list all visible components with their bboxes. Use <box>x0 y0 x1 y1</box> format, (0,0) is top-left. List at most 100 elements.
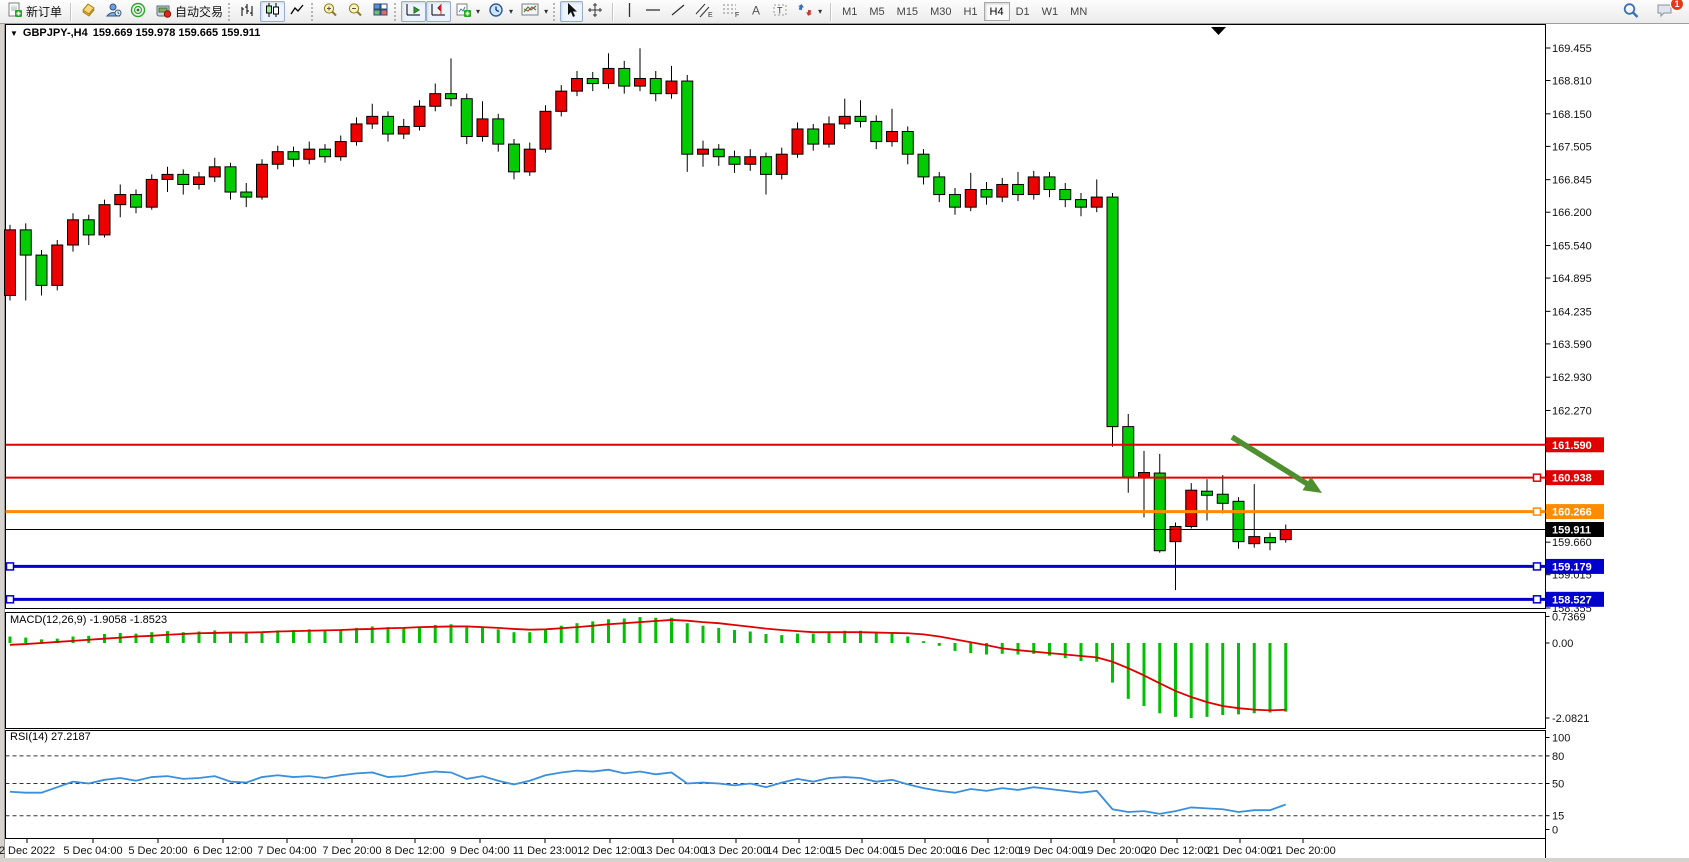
bar-chart-button[interactable] <box>235 1 260 22</box>
line-chart-button[interactable] <box>285 1 310 22</box>
timeframe-button-m30[interactable]: M30 <box>930 5 952 18</box>
new-order-label: 新订单 <box>26 5 63 19</box>
line-handle[interactable] <box>1532 562 1542 571</box>
timeframe-button-m15[interactable]: M15 <box>896 5 919 18</box>
time-tick-label[interactable]: 19 Dec 04:00 <box>1018 845 1083 857</box>
time-tick-label[interactable]: 11 Dec 23:00 <box>513 845 578 857</box>
text-tool-button[interactable]: A <box>745 1 768 22</box>
time-tick-label[interactable]: 15 Dec 04:00 <box>829 845 894 857</box>
autotrading-button[interactable]: 自动交易 <box>151 1 227 22</box>
price-tick-label: 168.150 <box>1552 109 1592 121</box>
fibonacci-tool-button[interactable]: F <box>718 1 745 22</box>
chart-top-marker-icon <box>1211 27 1226 35</box>
market-watch-button[interactable] <box>76 1 101 22</box>
price-line-label <box>1546 504 1604 520</box>
notifications-button[interactable]: 1 <box>1652 0 1684 22</box>
line-handle[interactable] <box>1532 507 1542 516</box>
candlestick-chart-button[interactable] <box>260 1 286 22</box>
line-handle[interactable] <box>1532 595 1542 604</box>
text-a-icon: A <box>749 2 764 21</box>
time-tick-label[interactable]: 5 Dec 20:00 <box>128 845 187 857</box>
zoom-in-button[interactable] <box>318 1 343 22</box>
time-tick-label[interactable]: 21 Dec 20:00 <box>1270 845 1335 857</box>
time-tick-label[interactable]: 16 Dec 12:00 <box>955 845 1020 857</box>
time-tick-label[interactable]: 13 Dec 04:00 <box>640 845 705 857</box>
timeframe-button-mn[interactable]: MN <box>1070 5 1088 18</box>
time-tick-label[interactable]: 5 Dec 04:00 <box>63 845 122 857</box>
price-line-label-text: 161.590 <box>1552 440 1592 452</box>
time-tick-label[interactable]: 6 Dec 12:00 <box>193 845 252 857</box>
tile-windows-button[interactable] <box>368 1 393 22</box>
periods-button[interactable]: ▾ <box>484 1 517 22</box>
arrows-shapes-icon <box>797 2 814 21</box>
time-tick-label[interactable]: 9 Dec 04:00 <box>450 845 509 857</box>
timeframe-button-w1[interactable]: W1 <box>1041 5 1059 18</box>
candle <box>1279 528 1292 541</box>
rsi-indicator-label: RSI(14) 27.2187 <box>10 731 91 743</box>
time-tick-label[interactable]: 7 Dec 20:00 <box>322 845 381 857</box>
candle <box>1122 426 1135 478</box>
notification-badge: 1 <box>1670 0 1684 11</box>
horizontal-line-tool-button[interactable] <box>641 1 666 22</box>
main-panel[interactable] <box>5 24 1546 609</box>
trendline-tool-button[interactable] <box>666 1 691 22</box>
time-tick-label[interactable]: 19 Dec 20:00 <box>1081 845 1146 857</box>
strategy-tester-button[interactable] <box>101 1 126 22</box>
timeframe-button-m1[interactable]: M1 <box>842 5 858 18</box>
time-tick-label[interactable]: 15 Dec 20:00 <box>892 845 957 857</box>
line-handle[interactable] <box>5 562 15 571</box>
signals-button[interactable] <box>126 1 151 22</box>
candle <box>886 130 898 143</box>
line-handle[interactable] <box>5 595 15 604</box>
crosshair-button[interactable] <box>583 1 608 22</box>
chart-canvas[interactable]: 169.455 168.810 168.150 167.505 166.845 166.2… <box>0 24 1689 862</box>
line-handle[interactable] <box>1532 473 1542 482</box>
candle <box>1090 196 1103 208</box>
separator <box>612 2 615 21</box>
channel-tool-button[interactable]: E <box>691 1 718 22</box>
template-icon <box>521 2 540 21</box>
arrows-tool-button[interactable]: ▾ <box>793 1 826 22</box>
time-tick-label[interactable]: 8 Dec 12:00 <box>385 845 444 857</box>
cursor-button[interactable] <box>560 1 584 22</box>
vertical-line-tool-button[interactable] <box>618 1 641 22</box>
window-frame-bottom <box>0 858 1689 862</box>
annotation-arrow-line[interactable] <box>1230 434 1314 489</box>
time-tick-label[interactable]: 13 Dec 20:00 <box>703 845 768 857</box>
time-tick-label[interactable]: 12 Dec 12:00 <box>577 845 642 857</box>
new-order-button[interactable]: 新订单 <box>3 1 66 22</box>
svg-text:F: F <box>735 12 739 18</box>
macd-axis-label: 0.7369 <box>1552 611 1586 623</box>
time-tick-label[interactable]: 21 Dec 04:00 <box>1207 845 1272 857</box>
candle <box>208 166 221 178</box>
candle <box>1012 183 1024 196</box>
new-chart-button[interactable]: ▾ <box>451 1 484 22</box>
macd-indicator-label: MACD(12,26,9) -1.9058 -1.8523 <box>10 614 168 626</box>
time-tick-label[interactable]: 2 Dec 2022 <box>0 845 55 857</box>
zoom-out-button[interactable] <box>343 1 368 22</box>
auto-scroll-button[interactable] <box>401 1 427 22</box>
crosshair-icon <box>587 2 604 21</box>
chart-shift-button[interactable] <box>426 1 452 22</box>
timeframe-button-h4[interactable]: H4 <box>983 2 1010 21</box>
templates-button[interactable]: ▾ <box>517 1 552 22</box>
time-tick-label[interactable]: 20 Dec 12:00 <box>1144 845 1209 857</box>
timeframe-button-h1[interactable]: H1 <box>963 5 978 18</box>
candle <box>366 115 379 125</box>
time-tick-label[interactable]: 14 Dec 12:00 <box>766 845 831 857</box>
candle <box>901 130 914 155</box>
symbol-dropdown-icon[interactable]: ▼ <box>10 28 18 38</box>
candle <box>177 173 190 185</box>
text-label-icon: T <box>772 2 789 21</box>
candle <box>35 254 48 286</box>
candle <box>130 194 142 208</box>
search-button[interactable] <box>1618 1 1644 22</box>
timeframe-button-m5[interactable]: M5 <box>869 5 885 18</box>
toolbar-grip <box>228 2 232 21</box>
text-label-tool-button[interactable]: T <box>768 1 793 22</box>
timeframe-button-d1[interactable]: D1 <box>1015 5 1030 18</box>
candle <box>854 115 867 122</box>
candle <box>1059 189 1072 201</box>
time-tick-label[interactable]: 7 Dec 04:00 <box>257 845 316 857</box>
equidistant-channel-icon: E <box>695 2 714 21</box>
